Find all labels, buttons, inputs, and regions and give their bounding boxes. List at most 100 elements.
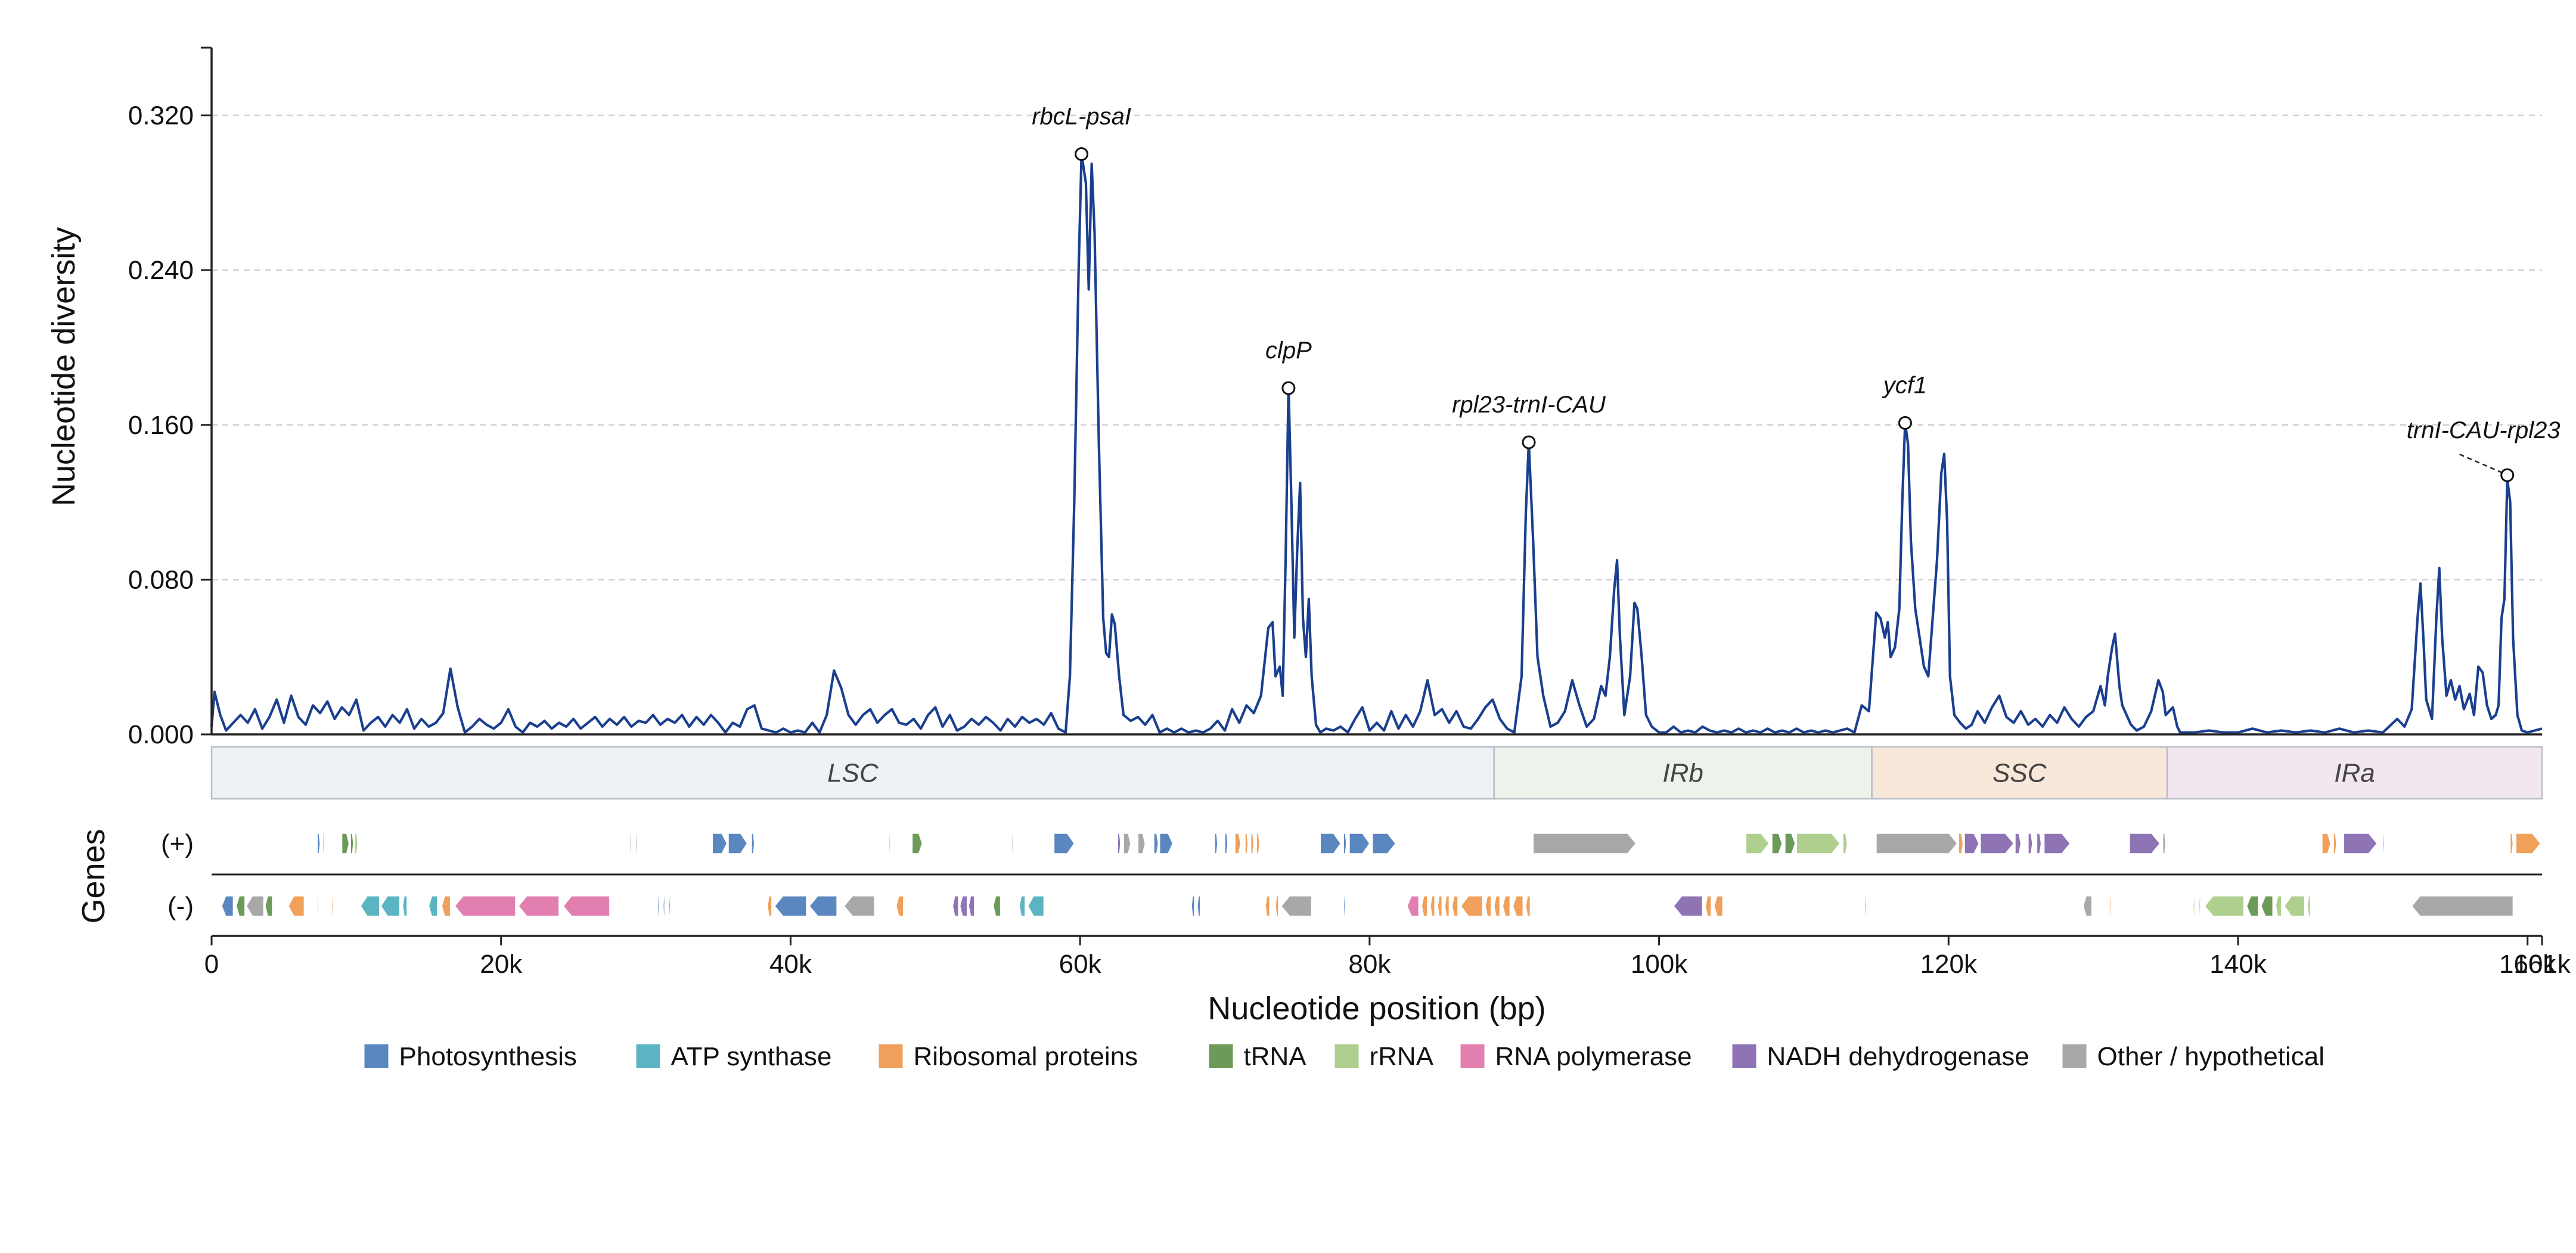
gene-minus-50 — [1864, 895, 1867, 917]
gene-minus-2 — [246, 895, 265, 917]
genes-track-title: Genes — [76, 829, 111, 923]
x-tick-label-0: 0 — [204, 950, 219, 979]
legend-swatch-3 — [1209, 1044, 1233, 1068]
x-tick-label-5: 100k — [1631, 950, 1688, 979]
legend-swatch-7 — [2062, 1044, 2087, 1068]
gene-plus-30 — [1745, 833, 1770, 854]
gene-minus-49 — [1714, 895, 1724, 917]
peak-marker-0 — [1075, 147, 1089, 161]
peak-label-2: rpl23-trnI-CAU — [1452, 392, 1606, 418]
gene-plus-23 — [1250, 833, 1255, 854]
peak-label-3: ycf1 — [1882, 373, 1927, 399]
gene-minus-53 — [2192, 895, 2195, 917]
x-tick-label-7: 140k — [2209, 950, 2267, 979]
peak-label-0: rbcL-psaI — [1032, 103, 1131, 129]
gene-minus-29 — [1191, 895, 1195, 917]
gene-minus-51 — [2082, 895, 2093, 917]
gene-plus-8 — [728, 833, 748, 854]
gene-tracks — [212, 833, 2542, 917]
gene-minus-9 — [402, 895, 408, 917]
region-SSC — [1871, 746, 2168, 800]
peak-marker-3 — [1898, 416, 1912, 430]
x-axis-title: Nucleotide position (bp) — [1208, 991, 1545, 1026]
gene-minus-39 — [1444, 895, 1450, 917]
gene-minus-3 — [265, 895, 273, 917]
gene-minus-46 — [1525, 895, 1531, 917]
peak-annotations: rbcL-psaI clpP rpl23-trnI-CAU ycf1 trnI-CAU-… — [1032, 103, 2561, 482]
gene-minus-11 — [441, 895, 451, 917]
gene-plus-44 — [2162, 833, 2167, 854]
gene-minus-59 — [2283, 895, 2305, 917]
peak-label-1: clpP — [1265, 337, 1312, 364]
region-bar: LSC IRb SSC IRa — [210, 746, 2543, 800]
gene-plus-0 — [316, 833, 321, 854]
y-tick-label-4: 0.320 — [128, 101, 194, 131]
gene-plus-14 — [1117, 833, 1121, 854]
gene-plus-34 — [1842, 833, 1848, 854]
gene-minus-18 — [766, 895, 772, 917]
gene-minus-25 — [968, 895, 975, 917]
gene-minus-55 — [2204, 895, 2245, 917]
peak-label-4: trnI-CAU-rpl23 — [2407, 417, 2561, 443]
gene-minus-27 — [1019, 895, 1026, 917]
gene-plus-42 — [2043, 833, 2071, 854]
gene-minus-58 — [2275, 895, 2282, 917]
gene-minus-52 — [2109, 895, 2112, 917]
gene-minus-48 — [1705, 895, 1712, 917]
region-label-SSC: SSC — [1992, 759, 2047, 788]
x-tick-label-3: 60k — [1059, 950, 1102, 979]
gene-plus-40 — [2028, 833, 2033, 854]
gene-plus-22 — [1244, 833, 1249, 854]
gene-minus-20 — [809, 895, 837, 917]
gene-minus-23 — [952, 895, 959, 917]
peak-leader-4 — [2459, 454, 2503, 474]
gene-minus-44 — [1502, 895, 1511, 917]
minus-strand-label: (-) — [167, 892, 194, 921]
region-label-IRb: IRb — [1662, 759, 1703, 788]
gene-minus-4 — [287, 895, 305, 917]
x-tick-label-4: 80k — [1348, 950, 1391, 979]
gene-minus-54 — [2198, 895, 2201, 917]
gene-plus-26 — [1343, 833, 1347, 854]
gene-plus-45 — [2321, 833, 2332, 854]
gene-minus-5 — [316, 895, 319, 917]
gene-minus-30 — [1197, 895, 1201, 917]
region-label-LSC: LSC — [827, 759, 879, 788]
gene-minus-38 — [1437, 895, 1443, 917]
gene-plus-1 — [322, 833, 325, 854]
gene-plus-28 — [1371, 833, 1396, 854]
gene-plus-27 — [1349, 833, 1370, 854]
gene-minus-60 — [2307, 895, 2311, 917]
gene-plus-15 — [1123, 833, 1131, 854]
gene-minus-31 — [1265, 895, 1271, 917]
gene-plus-13 — [1053, 833, 1075, 854]
gene-minus-37 — [1430, 895, 1435, 917]
diversity-line-0 — [210, 153, 2543, 734]
gene-plus-32 — [1784, 833, 1796, 854]
diversity-line-series — [210, 153, 2543, 734]
gene-minus-45 — [1512, 895, 1524, 917]
legend-swatch-4 — [1334, 1044, 1359, 1068]
gene-minus-1 — [235, 895, 246, 917]
gene-plus-11 — [888, 833, 891, 854]
gene-minus-36 — [1421, 895, 1428, 917]
gene-plus-5 — [629, 833, 632, 854]
legend-label-0: Photosynthesis — [399, 1042, 577, 1071]
legend-label-6: NADH dehydrogenase — [1767, 1042, 2029, 1071]
legend-swatch-5 — [1460, 1044, 1485, 1068]
legend-swatch-2 — [879, 1044, 903, 1068]
legend: Photosynthesis ATP synthase Ribosomal prot… — [364, 1042, 2324, 1071]
gene-plus-24 — [1256, 833, 1261, 854]
gene-plus-50 — [2515, 833, 2541, 854]
gene-plus-41 — [2036, 833, 2042, 854]
legend-label-3: tRNA — [1244, 1042, 1307, 1071]
gene-minus-19 — [774, 895, 807, 917]
gene-plus-31 — [1771, 833, 1783, 854]
gene-plus-29 — [1532, 833, 1637, 854]
gene-minus-21 — [843, 895, 876, 917]
gene-plus-6 — [635, 833, 638, 854]
legend-label-5: RNA polymerase — [1495, 1042, 1692, 1071]
gene-minus-28 — [1027, 895, 1045, 917]
